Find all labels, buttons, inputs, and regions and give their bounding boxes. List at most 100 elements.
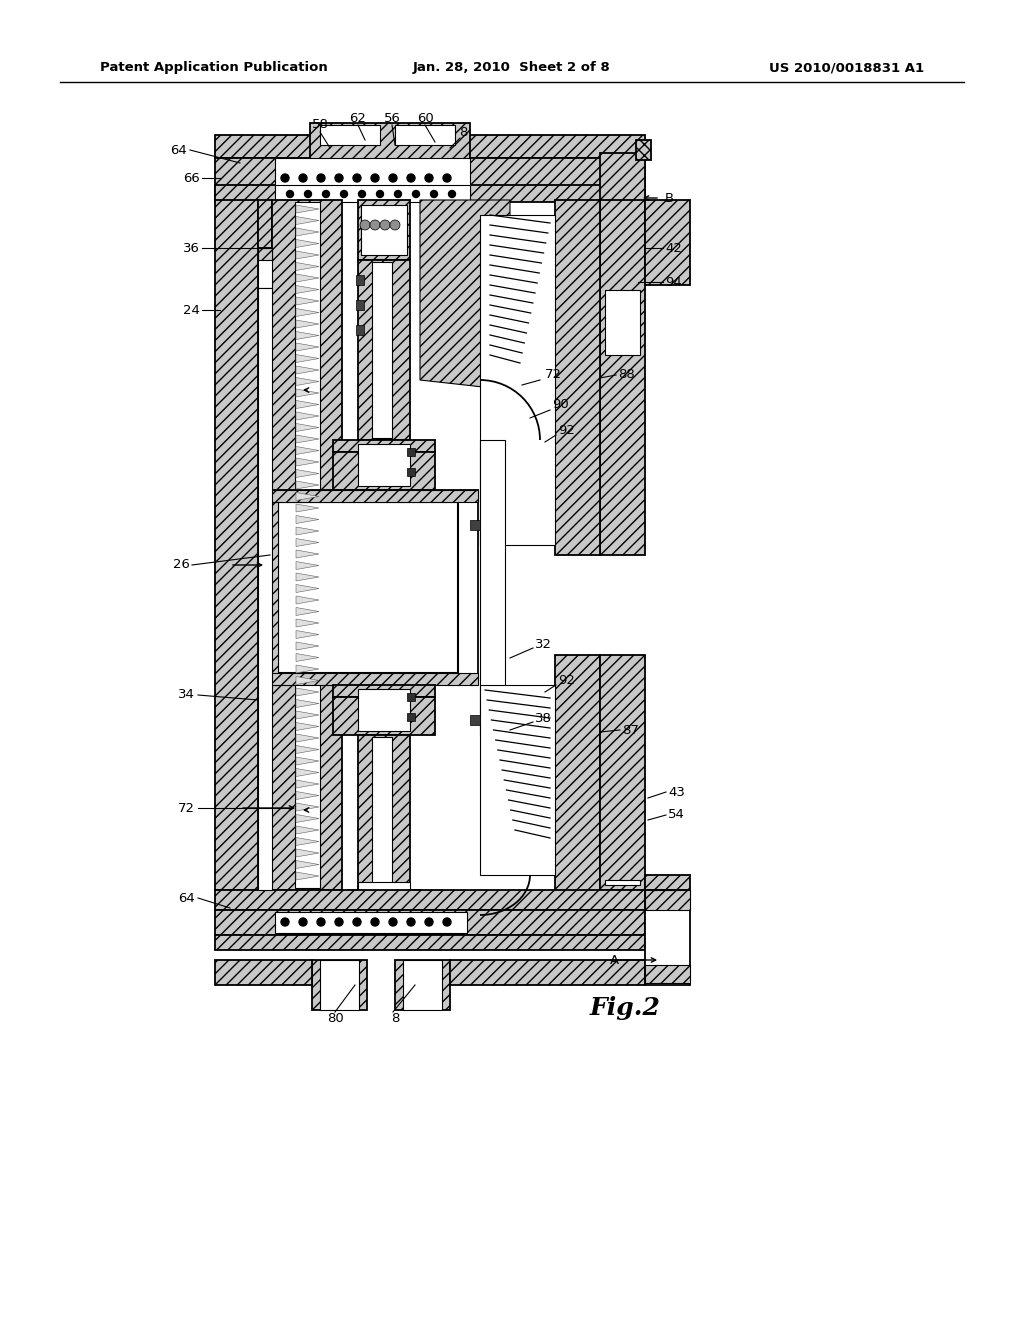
Text: 88: 88 xyxy=(618,368,635,381)
Polygon shape xyxy=(296,285,319,293)
Polygon shape xyxy=(296,331,319,339)
Text: 24: 24 xyxy=(183,304,200,317)
Polygon shape xyxy=(296,539,319,546)
Polygon shape xyxy=(372,737,392,894)
Polygon shape xyxy=(296,642,319,649)
Polygon shape xyxy=(470,715,480,725)
Polygon shape xyxy=(310,123,470,173)
Polygon shape xyxy=(296,792,319,800)
Polygon shape xyxy=(296,837,319,846)
Circle shape xyxy=(335,174,343,182)
Polygon shape xyxy=(470,158,645,198)
Polygon shape xyxy=(296,527,319,535)
Polygon shape xyxy=(296,873,319,880)
Polygon shape xyxy=(372,261,392,438)
Polygon shape xyxy=(215,960,312,985)
Text: 62: 62 xyxy=(349,111,367,124)
Polygon shape xyxy=(645,890,690,985)
Polygon shape xyxy=(258,248,272,260)
Polygon shape xyxy=(296,768,319,776)
Text: 58: 58 xyxy=(311,119,329,132)
Polygon shape xyxy=(275,158,470,195)
Polygon shape xyxy=(348,890,420,895)
Polygon shape xyxy=(358,260,410,440)
Polygon shape xyxy=(605,290,640,355)
Polygon shape xyxy=(636,140,651,160)
Text: 90: 90 xyxy=(552,399,568,412)
Polygon shape xyxy=(555,201,600,554)
Polygon shape xyxy=(296,492,319,500)
Polygon shape xyxy=(480,685,555,875)
Text: 64: 64 xyxy=(178,891,195,904)
Polygon shape xyxy=(296,711,319,719)
Polygon shape xyxy=(215,909,645,935)
Polygon shape xyxy=(296,734,319,742)
Polygon shape xyxy=(296,585,319,593)
Polygon shape xyxy=(645,201,690,285)
Polygon shape xyxy=(296,814,319,822)
Polygon shape xyxy=(358,444,410,486)
Polygon shape xyxy=(361,205,407,255)
Polygon shape xyxy=(296,516,319,524)
Text: 60: 60 xyxy=(417,111,433,124)
Polygon shape xyxy=(296,780,319,788)
Polygon shape xyxy=(358,882,410,903)
Polygon shape xyxy=(358,689,410,731)
Circle shape xyxy=(281,917,289,927)
Circle shape xyxy=(323,190,330,198)
Text: 42: 42 xyxy=(665,242,682,255)
Circle shape xyxy=(443,174,451,182)
Polygon shape xyxy=(358,735,410,895)
Polygon shape xyxy=(450,960,645,985)
Polygon shape xyxy=(275,912,467,933)
Polygon shape xyxy=(356,300,364,310)
Polygon shape xyxy=(296,309,319,317)
Polygon shape xyxy=(296,653,319,661)
Polygon shape xyxy=(296,631,319,639)
Polygon shape xyxy=(480,215,555,545)
Circle shape xyxy=(317,917,325,927)
Polygon shape xyxy=(470,520,480,531)
Text: 64: 64 xyxy=(170,144,187,157)
Polygon shape xyxy=(296,424,319,432)
Polygon shape xyxy=(296,389,319,397)
Polygon shape xyxy=(605,880,640,884)
Text: 92: 92 xyxy=(558,424,574,437)
Polygon shape xyxy=(272,201,342,890)
Polygon shape xyxy=(296,665,319,673)
Circle shape xyxy=(299,174,307,182)
Polygon shape xyxy=(319,960,359,1010)
Polygon shape xyxy=(480,440,505,735)
Polygon shape xyxy=(645,965,690,983)
Circle shape xyxy=(407,174,415,182)
Polygon shape xyxy=(600,201,645,554)
Polygon shape xyxy=(420,201,510,389)
Polygon shape xyxy=(278,502,458,673)
Polygon shape xyxy=(319,125,380,145)
Polygon shape xyxy=(215,158,280,198)
Circle shape xyxy=(425,174,433,182)
Text: Jan. 28, 2010  Sheet 2 of 8: Jan. 28, 2010 Sheet 2 of 8 xyxy=(413,62,611,74)
Circle shape xyxy=(371,174,379,182)
Circle shape xyxy=(425,917,433,927)
Polygon shape xyxy=(258,248,272,288)
Circle shape xyxy=(370,220,380,230)
Circle shape xyxy=(317,174,325,182)
Polygon shape xyxy=(296,251,319,259)
Polygon shape xyxy=(215,135,645,158)
Polygon shape xyxy=(333,451,435,490)
Polygon shape xyxy=(407,447,415,455)
Circle shape xyxy=(413,190,420,198)
Polygon shape xyxy=(275,185,470,202)
Polygon shape xyxy=(296,861,319,869)
Polygon shape xyxy=(296,561,319,569)
Polygon shape xyxy=(296,412,319,420)
Polygon shape xyxy=(358,201,410,260)
Circle shape xyxy=(377,190,384,198)
Polygon shape xyxy=(296,239,319,248)
Polygon shape xyxy=(296,400,319,408)
Polygon shape xyxy=(260,490,478,502)
Circle shape xyxy=(430,190,437,198)
Polygon shape xyxy=(645,875,690,890)
Polygon shape xyxy=(296,216,319,224)
